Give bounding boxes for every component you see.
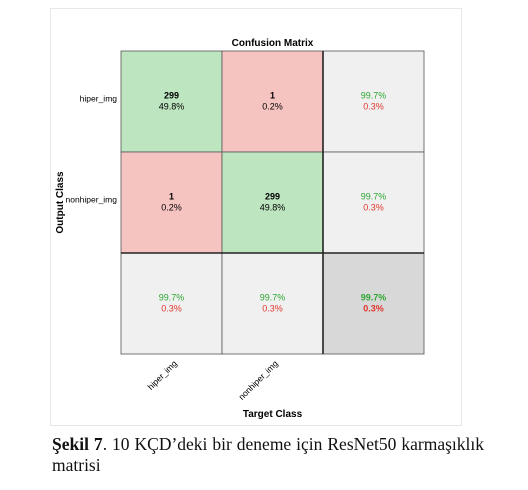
- row-summary-wrong: 0.3%: [363, 203, 384, 213]
- matrix-cell: [120, 151, 223, 254]
- col-summary-correct: 99.7%: [260, 293, 286, 303]
- overall-correct: 99.7%: [361, 293, 387, 303]
- col-summary-cell: [120, 252, 223, 355]
- x-tick-label: nonhiper_img: [236, 358, 280, 402]
- confusion-matrix-figure: Confusion Matrix 299 49.8% 1 0.2% 1 0.2% 299 49.…: [50, 8, 462, 426]
- overall-wrong: 0.3%: [363, 304, 384, 314]
- caption-label: Şekil 7: [52, 434, 103, 454]
- y-axis-label: Output Class: [55, 171, 66, 234]
- row-summary-correct: 99.7%: [361, 91, 387, 101]
- figure-caption: Şekil 7. 10 KÇD’deki bir deneme için Res…: [52, 434, 484, 476]
- matrix-cell: [221, 50, 324, 153]
- matrix-cell: [120, 50, 223, 153]
- chart-title: Confusion Matrix: [232, 38, 314, 49]
- cell-percent: 49.8%: [260, 203, 286, 213]
- row-summary-cell: [322, 151, 425, 254]
- y-tick-label: hiper_img: [80, 94, 118, 104]
- cell-percent: 0.2%: [161, 203, 182, 213]
- y-tick-label: nonhiper_img: [65, 195, 117, 205]
- col-summary-cell: [221, 252, 324, 355]
- row-summary-wrong: 0.3%: [363, 102, 384, 112]
- cell-count: 1: [169, 192, 174, 202]
- col-summary-correct: 99.7%: [159, 293, 185, 303]
- row-summary-correct: 99.7%: [361, 192, 387, 202]
- caption-text: . 10 KÇD’deki bir deneme için ResNet50 k…: [52, 434, 484, 475]
- cell-count: 299: [164, 91, 179, 101]
- col-summary-wrong: 0.3%: [161, 304, 182, 314]
- cell-count: 1: [270, 91, 275, 101]
- x-axis-label: Target Class: [243, 409, 303, 420]
- matrix-cell: [221, 151, 324, 254]
- cell-percent: 49.8%: [159, 102, 185, 112]
- confusion-matrix-chart: Confusion Matrix29949.8%10.2%10.2%29949.…: [55, 38, 425, 420]
- cell-percent: 0.2%: [262, 102, 283, 112]
- col-summary-wrong: 0.3%: [262, 304, 283, 314]
- row-summary-cell: [322, 50, 425, 153]
- cell-count: 299: [265, 192, 280, 202]
- x-tick-label: hiper_img: [145, 358, 179, 392]
